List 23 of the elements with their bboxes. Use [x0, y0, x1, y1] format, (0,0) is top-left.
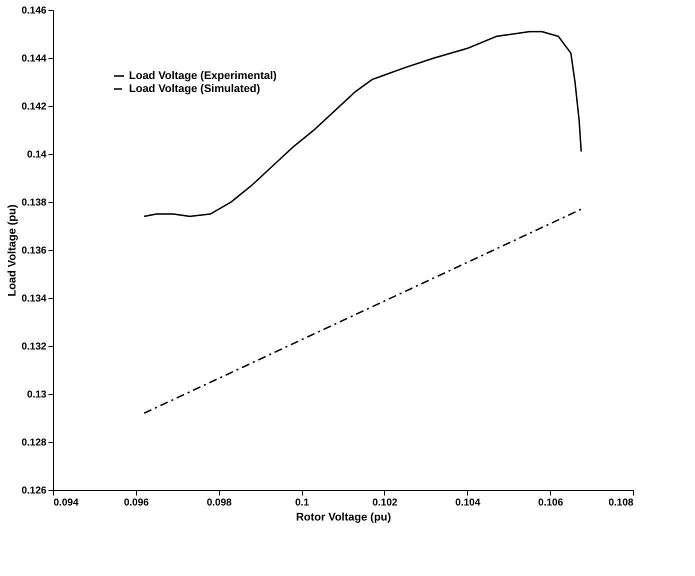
y-tick-label: 0.138 [21, 198, 47, 208]
x-tick-label: 0.106 [538, 498, 564, 508]
y-tick-label: 0.126 [21, 486, 47, 496]
y-tick-label: 0.132 [21, 342, 47, 352]
y-tick-label: 0.146 [21, 6, 47, 16]
x-tick-label: 0.094 [54, 498, 79, 508]
y-tick-label: 0.14 [27, 150, 47, 160]
y-tick-label: 0.144 [21, 54, 47, 64]
legend-label: Load Voltage (Simulated) [129, 83, 261, 95]
y-tick-label: 0.134 [21, 294, 47, 304]
x-tick-label: 0.096 [124, 498, 150, 508]
x-axis-title: Rotor Voltage (pu) [296, 512, 392, 524]
x-tick-label: 0.098 [206, 498, 232, 508]
x-tick-label: 0.1 [295, 498, 310, 508]
x-tick-label: 0.104 [455, 498, 481, 508]
y-tick-label: 0.128 [21, 438, 47, 448]
y-tick-label: 0.13 [27, 390, 47, 400]
y-axis-title: Load Voltage (pu) [6, 204, 18, 297]
x-tick-label: 0.108 [608, 498, 634, 508]
y-tick-label: 0.142 [21, 102, 47, 112]
x-tick-label: 0.102 [372, 498, 398, 508]
y-tick-label: 0.136 [21, 246, 47, 256]
legend-label: Load Voltage (Experimental) [129, 70, 278, 82]
